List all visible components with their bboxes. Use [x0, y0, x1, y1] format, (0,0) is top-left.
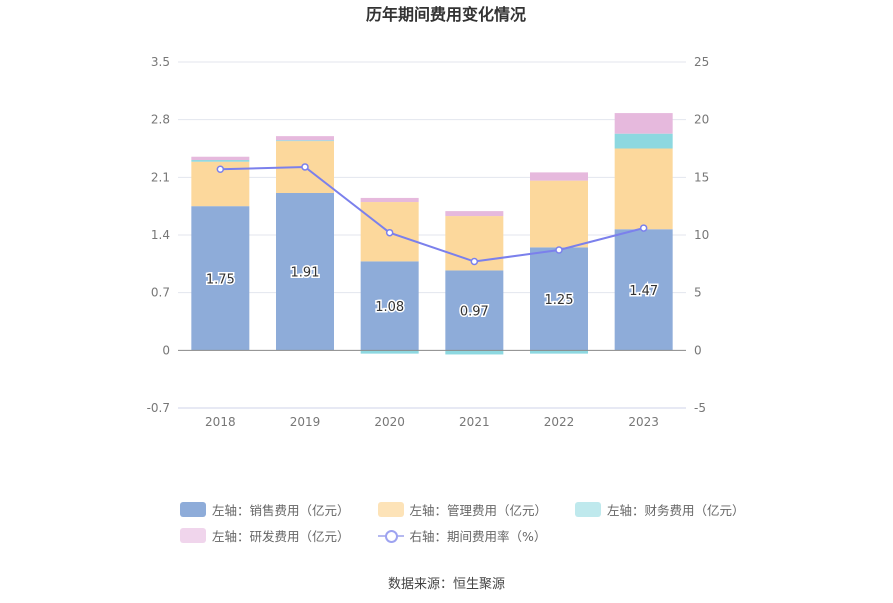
legend-item-finance[interactable]: 左轴：财务费用（亿元） [575, 500, 745, 519]
bar-segment-1 [614, 229, 673, 351]
bar-segment-4 [360, 197, 419, 203]
bar-data-label: 1.25 [545, 293, 574, 308]
bar-data-label: 1.08 [375, 300, 404, 315]
bar-segment-3 [360, 350, 419, 354]
x-tick-label: 2022 [544, 415, 575, 429]
legend-item-rate[interactable]: 右轴：期间费用率（%） [377, 526, 547, 545]
left-tick-label: 2.1 [151, 170, 170, 184]
right-tick-label: 15 [694, 170, 709, 184]
bar-segment-4 [530, 172, 588, 181]
bar-segment-4 [191, 156, 250, 161]
bar-segment-1 [530, 247, 588, 351]
bar-segment-4 [614, 113, 673, 134]
right-tick-label: 20 [694, 113, 709, 127]
legend-label-rnd: 左轴：研发费用（亿元） [212, 528, 350, 544]
data-source: 数据来源：恒生聚源 [387, 577, 505, 592]
x-tick-label: 2021 [459, 415, 490, 429]
bar-segment-2 [530, 180, 588, 248]
right-tick-label: 25 [694, 55, 709, 69]
left-tick-label: 1.4 [151, 228, 170, 242]
bar-segment-3 [530, 350, 588, 354]
chart-title: 历年期间费用变化情况 [366, 5, 526, 24]
rate-point [555, 246, 563, 254]
rate-point [470, 257, 479, 266]
x-tick-label: 2018 [205, 415, 236, 429]
bar-data-label: 1.75 [206, 272, 235, 287]
bar-segment-4 [276, 136, 334, 141]
right-tick-label: -5 [694, 401, 706, 415]
bar-data-label: 0.97 [460, 304, 489, 319]
right-tick-label: 0 [694, 343, 702, 357]
rate-point [216, 165, 225, 174]
legend-label-admin: 左轴：管理费用（亿元） [409, 502, 548, 518]
right-tick-label: 10 [694, 228, 709, 242]
rate-line [220, 165, 644, 263]
bar-data-label: 1.91 [291, 266, 320, 281]
bar-segment-3 [191, 160, 250, 162]
legend-item-admin[interactable]: 左轴：管理费用（亿元） [377, 500, 548, 519]
bar-segment-1 [445, 270, 504, 351]
legend-label-rate: 右轴：期间费用率（%） [409, 528, 547, 544]
left-tick-label: 2.8 [151, 113, 170, 127]
bar-data-label: 1.47 [629, 284, 658, 299]
rate-point [385, 228, 394, 237]
legend: 左轴：销售费用（亿元） 左轴：管理费用（亿元） 左轴：财务费用（亿元） 左轴：研… [180, 496, 745, 548]
bar-segment-3 [445, 350, 504, 355]
legend-item-sales[interactable]: 左轴：销售费用（亿元） [180, 500, 350, 519]
bar-segment-3 [614, 133, 673, 149]
legend-label-finance: 左轴：财务费用（亿元） [607, 502, 745, 518]
rate-point [301, 163, 309, 171]
bar-segment-2 [614, 148, 673, 230]
bar-segment-3 [276, 140, 334, 142]
legend-swatch-rnd [180, 527, 206, 543]
legend-label-sales: 左轴：销售费用（亿元） [212, 502, 350, 518]
bar-segment-1 [360, 261, 419, 351]
rate-point [639, 224, 648, 232]
left-tick-label: 3.5 [151, 55, 170, 69]
x-tick-label: 2019 [290, 415, 321, 429]
bar-segment-1 [276, 192, 334, 351]
left-tick-label: 0.7 [151, 286, 170, 300]
legend-line-marker-icon [377, 528, 404, 543]
legend-swatch-finance [575, 501, 602, 517]
legend-swatch-sales [180, 501, 206, 517]
bar-segment-4 [445, 211, 504, 217]
left-tick-label: -0.7 [147, 401, 170, 415]
x-tick-label: 2023 [628, 415, 659, 429]
legend-item-rnd[interactable]: 左轴：研发费用（亿元） [180, 526, 350, 545]
bar-segment-1 [191, 206, 250, 351]
left-tick-label: 0 [162, 343, 170, 357]
legend-swatch-admin [377, 501, 404, 517]
right-tick-label: 5 [694, 286, 702, 300]
x-tick-label: 2020 [374, 415, 405, 429]
